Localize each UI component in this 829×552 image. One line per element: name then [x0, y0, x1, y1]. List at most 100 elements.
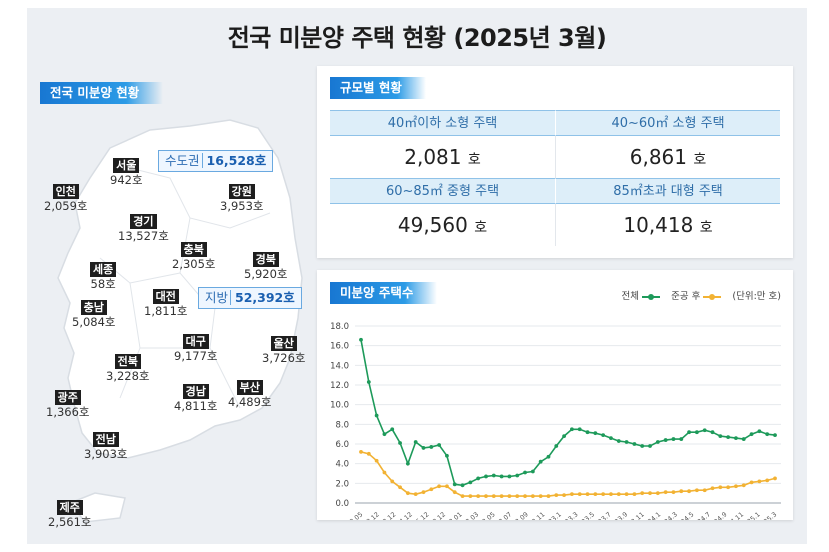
- data-point: [515, 494, 520, 499]
- data-point: [570, 492, 574, 497]
- data-point: [507, 474, 512, 479]
- x-tick-label: 25.3: [762, 510, 778, 520]
- x-tick-label: 23.1: [547, 510, 563, 520]
- x-tick-label: 24.5: [679, 510, 695, 520]
- data-point: [507, 494, 512, 499]
- region-count: 3,953호: [220, 199, 264, 213]
- data-point: [663, 490, 668, 495]
- data-point: [640, 444, 645, 448]
- data-point: [523, 470, 527, 475]
- region-name: 인천: [52, 184, 79, 199]
- data-point: [593, 431, 598, 436]
- data-point: [445, 453, 449, 458]
- x-tick-label: 23.3: [563, 510, 579, 520]
- region-gyeonggi: 경기 13,527호: [118, 210, 169, 244]
- size-cell-under40: 40㎡이하 소형 주택 2,081 호: [330, 110, 555, 178]
- data-point: [554, 444, 559, 448]
- region-gyeongnam: 경남 4,811호: [174, 380, 218, 414]
- size-value-wrap: 49,560 호: [330, 204, 555, 246]
- data-point: [726, 435, 731, 440]
- data-point: [734, 436, 738, 440]
- data-point: [765, 478, 770, 483]
- map-section-badge: 전국 미분양 현황: [40, 82, 164, 104]
- x-tick-label: 22.01: [444, 510, 463, 520]
- size-value: 49,560: [397, 213, 468, 237]
- data-point: [546, 454, 551, 459]
- x-tick-label: 14.12: [395, 510, 414, 520]
- region-name: 세종: [90, 262, 117, 277]
- x-tick-label: 10.12: [361, 510, 380, 520]
- chart-panel: 미분양 주택수 전체 준공 후 (단위:만 호) 0.0 2.0 4.0 6.0 8.0…: [317, 270, 793, 520]
- data-point: [484, 494, 488, 499]
- data-point: [632, 492, 637, 497]
- size-label: 40~60㎡ 소형 주택: [555, 110, 780, 136]
- region-count: 4,811호: [174, 399, 218, 413]
- data-point: [390, 479, 395, 484]
- data-point: [491, 494, 496, 499]
- infographic-frame: 전국 미분양 주택 현황 (2025년 3월) 전국 미분양 현황 서울 942…: [27, 8, 807, 544]
- x-tick-label: 23.11: [626, 510, 645, 520]
- data-point: [421, 490, 426, 495]
- region-name: 대구: [182, 334, 209, 349]
- data-point: [538, 494, 543, 499]
- x-tick-label: 20.12: [428, 510, 447, 520]
- chart-section-badge: 미분양 주택수: [330, 282, 438, 304]
- data-point: [405, 461, 410, 466]
- data-point: [437, 484, 442, 489]
- data-point: [710, 486, 715, 491]
- region-name: 전북: [114, 354, 141, 369]
- legend-total-swatch: [642, 293, 661, 300]
- data-point: [577, 427, 582, 432]
- y-tick-label: 14.0: [330, 361, 349, 371]
- x-tick-label: 24.3: [663, 510, 679, 520]
- size-cell-40to60: 40~60㎡ 소형 주택 6,861 호: [555, 110, 780, 178]
- data-point: [679, 437, 684, 441]
- local-area-value: 52,392호: [230, 290, 295, 305]
- data-point: [429, 445, 434, 449]
- data-point: [460, 483, 465, 488]
- data-point: [741, 483, 746, 488]
- data-point: [663, 438, 668, 442]
- data-point: [718, 434, 723, 439]
- data-point: [601, 433, 606, 438]
- chart-legend: 전체 준공 후 (단위:만 호): [614, 288, 781, 302]
- region-count: 2,561호: [48, 515, 92, 529]
- x-tick-label: 09.05: [345, 510, 364, 520]
- data-point: [359, 449, 363, 454]
- x-tick-label: 25.1: [745, 510, 761, 520]
- y-tick-label: 8.0: [335, 420, 349, 430]
- data-point: [538, 459, 543, 464]
- size-value: 6,861: [629, 145, 687, 169]
- x-tick-label: 23.5: [580, 510, 596, 520]
- region-ulsan: 울산 3,726호: [262, 332, 306, 366]
- data-point: [585, 430, 590, 435]
- region-count: 3,228호: [106, 369, 150, 383]
- data-point: [484, 474, 488, 479]
- region-jeonnam: 전남 3,903호: [84, 428, 128, 462]
- size-value: 2,081: [404, 145, 462, 169]
- region-name: 경남: [182, 384, 209, 399]
- size-unit: 호: [474, 220, 488, 236]
- region-seoul: 서울 942호: [110, 154, 143, 188]
- legend-total-label: 전체: [621, 291, 640, 302]
- region-name: 경북: [252, 252, 279, 267]
- region-count: 1,811호: [144, 304, 188, 318]
- data-point: [562, 434, 566, 439]
- region-sejong: 세종 58호: [90, 258, 117, 292]
- region-count: 4,489호: [228, 395, 272, 409]
- x-tick-label: 24.9: [712, 510, 728, 520]
- x-tick-label: 22.05: [477, 510, 496, 520]
- data-point: [499, 474, 504, 479]
- region-name: 강원: [228, 184, 255, 199]
- region-name: 경기: [130, 214, 157, 229]
- data-point: [491, 473, 496, 478]
- data-point: [632, 442, 637, 446]
- data-point: [655, 440, 660, 444]
- size-label: 85㎡초과 대형 주택: [555, 178, 780, 204]
- size-unit: 호: [693, 152, 707, 168]
- data-point: [382, 432, 387, 437]
- region-name: 대전: [152, 289, 179, 304]
- legend-completed-label: 준공 후: [671, 291, 701, 302]
- data-point: [562, 493, 566, 498]
- size-label: 40㎡이하 소형 주택: [330, 110, 555, 136]
